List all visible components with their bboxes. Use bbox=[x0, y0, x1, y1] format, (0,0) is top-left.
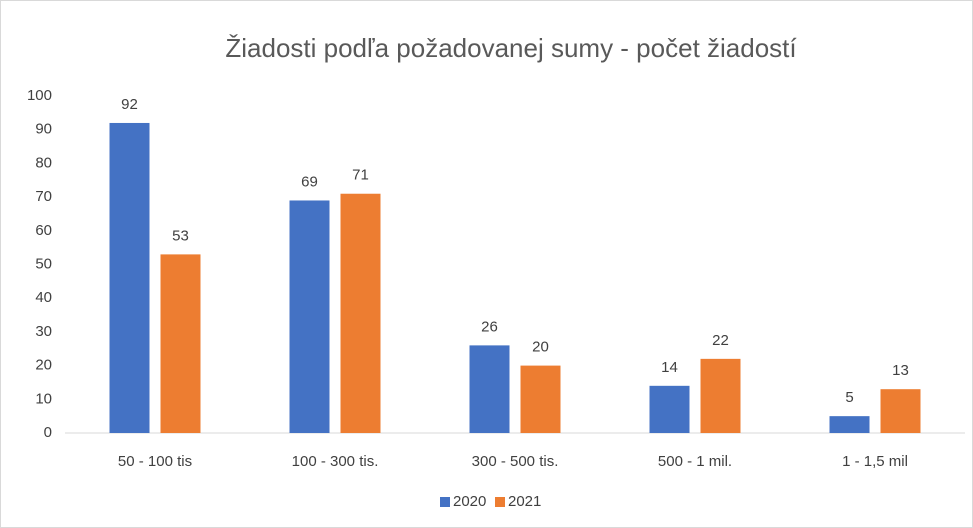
x-tick-label: 100 - 300 tis. bbox=[292, 453, 379, 470]
bar bbox=[880, 389, 921, 433]
x-tick-label: 300 - 500 tis. bbox=[472, 453, 559, 470]
x-tick-label: 1 - 1,5 mil bbox=[842, 453, 908, 470]
y-tick-label: 50 bbox=[35, 255, 52, 272]
bar bbox=[289, 200, 330, 433]
x-tick-label: 500 - 1 mil. bbox=[658, 453, 732, 470]
x-tick-label: 50 - 100 tis bbox=[118, 453, 192, 470]
bar bbox=[649, 385, 690, 433]
bar bbox=[700, 358, 741, 433]
data-label: 14 bbox=[661, 359, 678, 376]
data-label: 22 bbox=[712, 332, 729, 349]
data-label: 53 bbox=[172, 227, 189, 244]
data-label: 92 bbox=[121, 96, 138, 113]
legend-label: 2021 bbox=[508, 493, 541, 510]
legend-label: 2020 bbox=[453, 493, 486, 510]
bar bbox=[109, 122, 150, 434]
legend-swatch bbox=[440, 497, 450, 507]
data-label: 20 bbox=[532, 339, 549, 356]
data-label: 26 bbox=[481, 318, 498, 335]
y-tick-label: 0 bbox=[44, 424, 52, 441]
data-label: 71 bbox=[352, 167, 369, 184]
data-label: 69 bbox=[301, 173, 318, 190]
y-tick-label: 70 bbox=[35, 188, 52, 205]
y-tick-label: 10 bbox=[35, 390, 52, 407]
bar bbox=[469, 345, 510, 433]
y-tick-label: 20 bbox=[35, 357, 52, 374]
legend-swatch bbox=[495, 497, 505, 507]
bar bbox=[829, 416, 870, 433]
bar bbox=[340, 193, 381, 433]
y-tick-label: 90 bbox=[35, 121, 52, 138]
y-tick-label: 40 bbox=[35, 289, 52, 306]
y-tick-label: 60 bbox=[35, 222, 52, 239]
y-tick-label: 100 bbox=[27, 87, 52, 104]
y-tick-label: 80 bbox=[35, 154, 52, 171]
bar bbox=[520, 365, 561, 433]
data-label: 5 bbox=[845, 389, 853, 406]
chart-title: Žiadosti podľa požadovanej sumy - počet … bbox=[225, 33, 797, 63]
data-label: 13 bbox=[892, 362, 909, 379]
bar bbox=[160, 254, 201, 433]
y-tick-label: 30 bbox=[35, 323, 52, 340]
